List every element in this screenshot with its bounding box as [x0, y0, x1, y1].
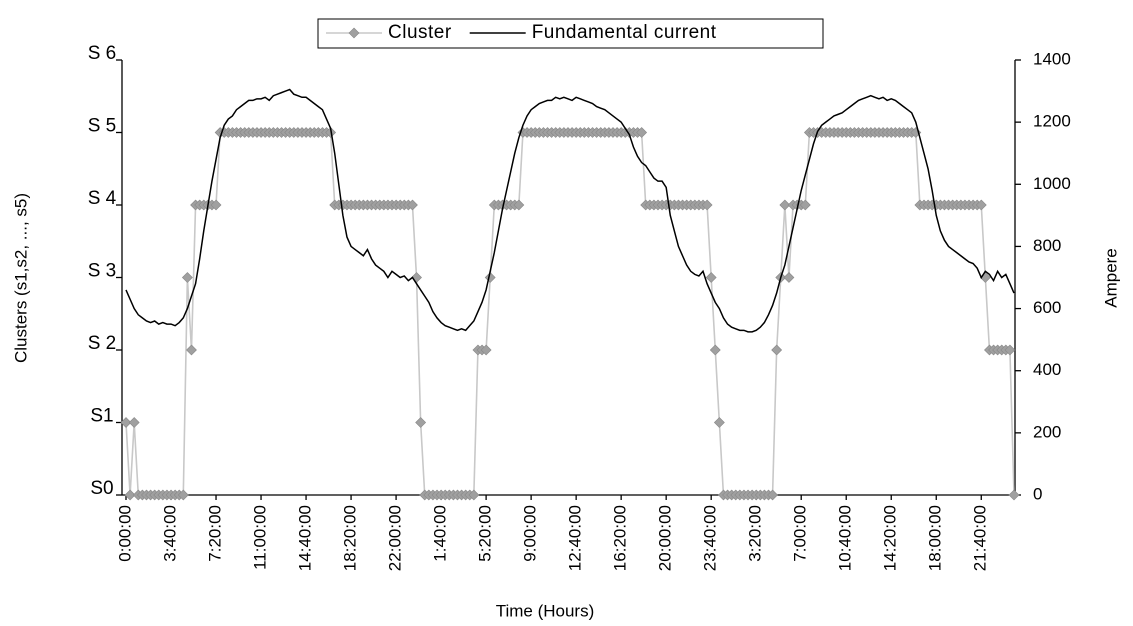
- y-tick-label: S 5: [88, 116, 117, 137]
- x-tick-label: 16:20:00: [611, 505, 630, 571]
- series-line: [125, 131, 1015, 496]
- y2-tick-label: 800: [1033, 236, 1061, 255]
- series-line: [125, 88, 1015, 333]
- y2-tick-label: 1000: [1033, 174, 1071, 193]
- x-tick-label: 12:40:00: [566, 505, 585, 571]
- x-tick-label: 14:20:00: [881, 505, 900, 571]
- legend-label: Cluster: [388, 22, 452, 43]
- y-tick-label: S1: [90, 406, 113, 427]
- data-point: [415, 417, 427, 428]
- x-tick-label: 10:40:00: [836, 505, 855, 571]
- y2-tick-label: 0: [1033, 484, 1042, 503]
- x-tick-label: 3:20:00: [746, 505, 765, 562]
- legend-label: Fundamental current: [532, 22, 717, 43]
- data-point: [705, 272, 717, 283]
- x-axis-title: Time (Hours): [496, 601, 595, 620]
- x-tick-label: 18:00:00: [926, 505, 945, 571]
- y-axis-title: Clusters (s1,s2, ..., s5): [11, 193, 30, 363]
- data-point: [120, 417, 132, 428]
- x-tick-label: 14:40:00: [296, 505, 315, 571]
- x-tick-label: 20:00:00: [656, 505, 675, 571]
- y-tick-label: S 6: [88, 43, 117, 64]
- data-point: [186, 344, 197, 356]
- x-tick-label: 18:20:00: [341, 505, 360, 571]
- y2-tick-label: 600: [1033, 298, 1061, 317]
- y2-axis-title: Ampere: [1101, 248, 1120, 308]
- x-tick-label: 21:40:00: [971, 505, 990, 571]
- data-point: [701, 199, 713, 211]
- x-tick-label: 23:40:00: [701, 505, 720, 571]
- data-point: [1004, 344, 1016, 356]
- data-point: [210, 199, 222, 211]
- legend-box: [317, 18, 824, 49]
- y-tick-label: S 3: [88, 261, 117, 282]
- y-tick-label: S 4: [88, 188, 117, 209]
- data-point: [709, 344, 721, 356]
- y2-tick-label: 1200: [1033, 112, 1071, 131]
- x-tick-label: 3:40:00: [160, 505, 179, 562]
- x-tick-label: 5:20:00: [476, 505, 495, 562]
- x-tick-label: 1:40:00: [431, 505, 450, 562]
- x-tick-label: 7:00:00: [791, 505, 810, 562]
- data-point: [1008, 489, 1020, 501]
- data-point: [177, 489, 189, 501]
- data-point: [124, 489, 136, 501]
- x-tick-label: 22:00:00: [386, 505, 405, 571]
- x-tick-label: 0:00:00: [115, 505, 134, 562]
- data-point: [128, 417, 140, 428]
- legend-marker: [348, 27, 360, 39]
- data-point: [480, 344, 492, 356]
- data-point: [771, 344, 783, 356]
- data-point: [783, 272, 795, 283]
- y2-tick-label: 200: [1033, 422, 1061, 441]
- data-point: [513, 199, 525, 211]
- data-point: [181, 272, 193, 283]
- data-point: [407, 199, 418, 211]
- data-point: [468, 489, 480, 501]
- y2-tick-label: 400: [1033, 360, 1061, 379]
- data-point: [799, 199, 811, 211]
- x-tick-label: 9:00:00: [521, 505, 540, 562]
- data-point: [779, 199, 791, 211]
- data-point: [713, 417, 725, 428]
- x-tick-label: 11:00:00: [251, 505, 270, 570]
- data-point: [975, 199, 987, 211]
- data-point: [636, 127, 648, 138]
- y-tick-label: S 2: [88, 333, 117, 354]
- data-point: [767, 489, 778, 501]
- y2-tick-label: 1400: [1033, 49, 1071, 68]
- y-tick-label: S0: [90, 478, 113, 499]
- x-tick-label: 7:20:00: [206, 505, 225, 562]
